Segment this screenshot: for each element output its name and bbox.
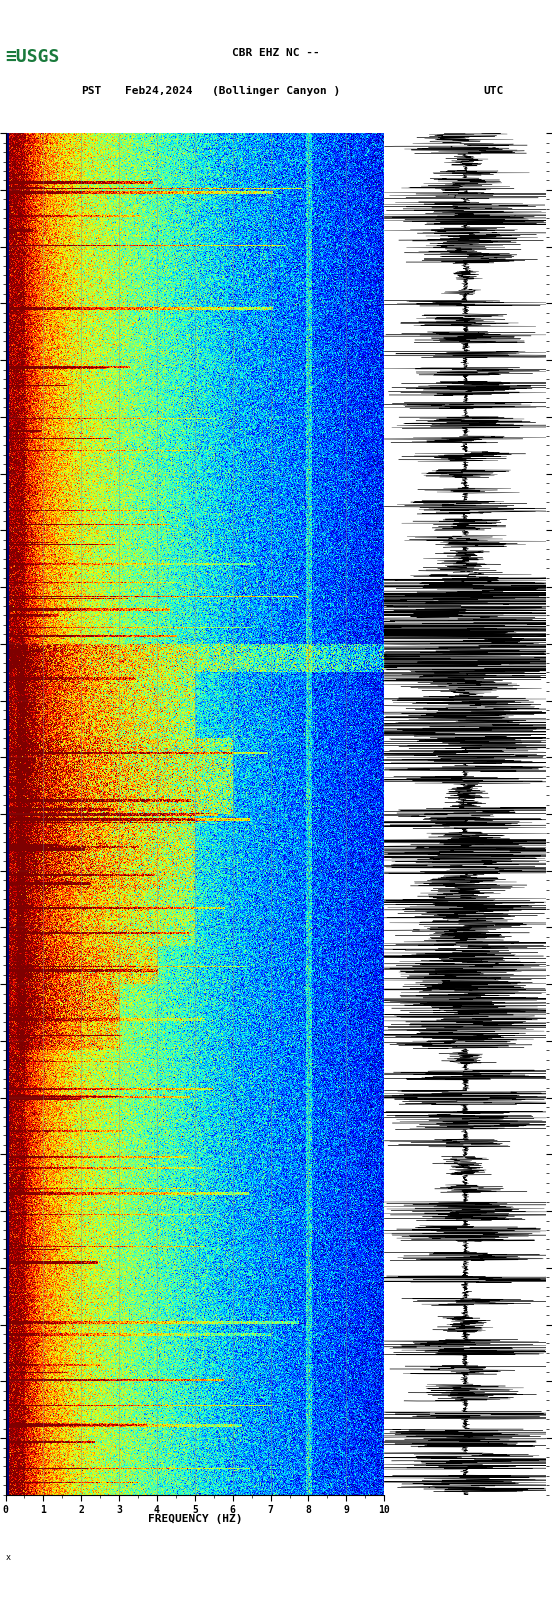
Text: CBR EHZ NC --: CBR EHZ NC -- bbox=[232, 48, 320, 58]
Text: UTC: UTC bbox=[483, 85, 503, 95]
Text: PST: PST bbox=[81, 85, 102, 95]
Text: ≡USGS: ≡USGS bbox=[6, 48, 60, 66]
Text: FREQUENCY (HZ): FREQUENCY (HZ) bbox=[147, 1513, 242, 1524]
Text: x: x bbox=[6, 1553, 10, 1561]
Text: Feb24,2024: Feb24,2024 bbox=[125, 85, 192, 95]
Text: (Bollinger Canyon ): (Bollinger Canyon ) bbox=[212, 85, 340, 95]
